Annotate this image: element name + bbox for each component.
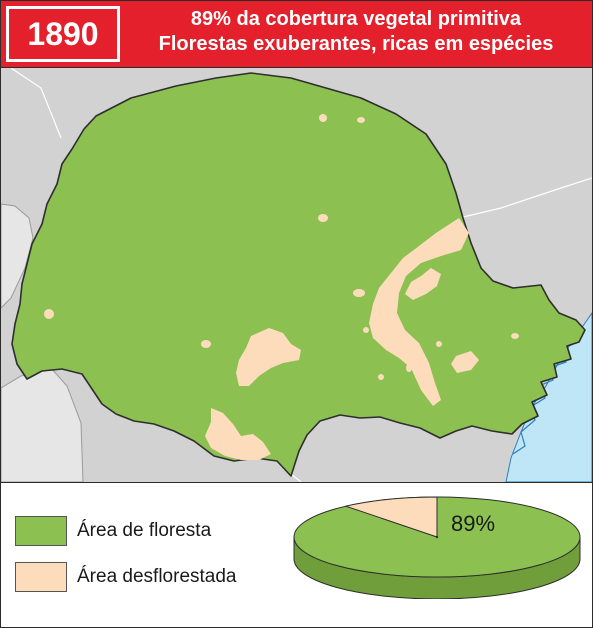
- deforested-dot-10: [511, 333, 519, 339]
- year-label: 1890: [6, 6, 120, 62]
- pie-center: [435, 535, 439, 539]
- deforested-dot-6: [201, 340, 211, 348]
- deforested-dot-11: [436, 341, 442, 347]
- deforested-patch-east-corridor: [369, 218, 469, 406]
- deforested-dot-1: [318, 214, 328, 222]
- deforested-dot-2: [353, 289, 365, 297]
- border-line-north: [10, 68, 62, 139]
- deforested-dot-8: [363, 327, 369, 333]
- deforested-dot-4: [357, 117, 365, 123]
- legend-label-forest: Área de floresta: [77, 520, 212, 541]
- parana-state-forest: [11, 72, 586, 477]
- pie-deforested-slice: [344, 496, 438, 538]
- deforested-patch-east-small: [405, 268, 441, 300]
- legend-swatch-deforested: [15, 562, 67, 592]
- pie-chart: [293, 496, 581, 599]
- deforested-dot-3: [319, 114, 327, 122]
- title-block: 89% da cobertura vegetal primitiva Flore…: [125, 7, 587, 63]
- legend-panel: Área de floresta Área desflorestada 89%: [1, 483, 592, 627]
- title-line-1: 89% da cobertura vegetal primitiva: [190, 8, 522, 30]
- deforested-patch-east-round: [451, 351, 479, 373]
- legend-swatch-forest: [15, 516, 67, 546]
- map-svg: [1, 68, 592, 482]
- deforested-dot-7: [378, 374, 384, 380]
- header-bar: 1890 89% da cobertura vegetal primitiva …: [1, 1, 592, 68]
- deforested-patch-south: [205, 408, 271, 460]
- title-line-2: Florestas exuberantes, ricas em espécies: [158, 33, 554, 55]
- border-line-northeast: [458, 177, 592, 219]
- deforested-dot-9: [406, 364, 412, 372]
- deforested-patch-center: [236, 328, 301, 386]
- pie-percent-label: 89%: [451, 511, 496, 536]
- legend-label-deforested: Área desflorestada: [77, 566, 237, 587]
- map-panel: [1, 68, 592, 483]
- deforested-dot-5: [44, 309, 54, 319]
